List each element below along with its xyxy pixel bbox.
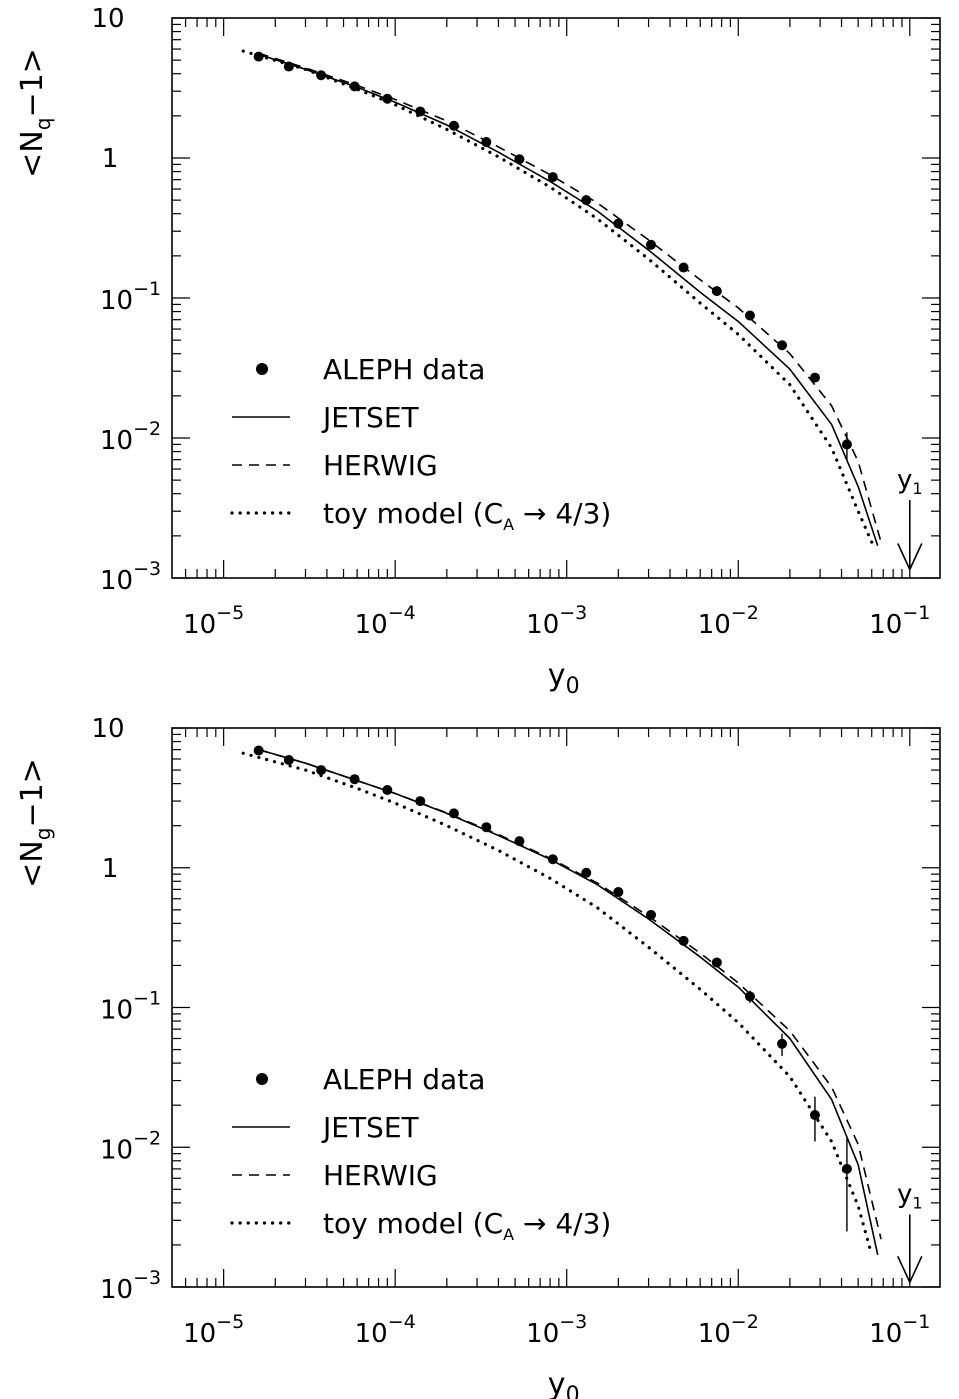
x-tick-label: 10−5 [183, 602, 244, 640]
chart-panel-b: 10−5 10−4 10−3 10−2 10−1 10 1 10−1 10−2 10−3 y0 <Ng… [15, 714, 941, 1399]
legend-label: HERWIG [323, 1159, 438, 1192]
y-tick-label: 10−2 [100, 418, 161, 456]
series-line-solid [258, 53, 879, 546]
data-point [744, 310, 755, 321]
data-point [283, 61, 294, 72]
x-tick-label: 10−2 [698, 1311, 759, 1349]
plot-frame [171, 17, 941, 579]
legend-label: JETSET [321, 1111, 420, 1144]
data-point [514, 836, 525, 847]
data-point [253, 745, 264, 756]
y-tick-label: 10 [91, 714, 124, 744]
data-point [841, 1163, 852, 1174]
y1-arrow-label: y1 [897, 1180, 923, 1213]
data-point [448, 808, 459, 819]
data-point [777, 1038, 788, 1049]
legend-label: toy model (CA → 4/3) [323, 1207, 611, 1244]
y-tick-label: 10−1 [100, 988, 161, 1026]
series-line-solid [258, 748, 879, 1255]
data-point [448, 120, 459, 131]
y-axis-label: <Ng−1> [15, 758, 55, 888]
series-line-dotted [241, 751, 874, 1257]
data-point [711, 957, 722, 968]
y-tick-label: 1 [102, 854, 119, 884]
data-point [777, 340, 788, 351]
legend-label: ALEPH data [323, 353, 485, 386]
legend-label: JETSET [321, 401, 420, 434]
legend-symbol-points [256, 1073, 268, 1085]
data-point [349, 774, 360, 785]
x-tick-label: 10−4 [355, 1311, 416, 1349]
data-point [711, 286, 722, 297]
data-point [809, 1110, 820, 1121]
x-axis-label: y0 [548, 1367, 580, 1399]
data-point [382, 785, 393, 796]
data-point [415, 796, 426, 807]
data-point [678, 935, 689, 946]
data-point [514, 154, 525, 165]
down-arrow-icon [897, 1255, 923, 1285]
x-tick-label: 10−1 [869, 1311, 930, 1349]
data-point [809, 372, 820, 383]
data-point [382, 93, 393, 104]
data-point [744, 991, 755, 1002]
legend-label: ALEPH data [323, 1063, 485, 1096]
chart-panel-a: 10−5 10−4 10−3 10−2 10−1 10 1 10−1 10−2 10−3 y0 <Nq… [15, 4, 941, 699]
data-point [253, 51, 264, 62]
data-point [547, 172, 558, 183]
y-tick-label: 10−2 [100, 1127, 161, 1165]
data-point [316, 70, 327, 81]
data-point [646, 909, 657, 920]
data-point [547, 854, 558, 865]
data-point [678, 262, 689, 273]
data-point [841, 439, 852, 450]
y1-arrow-label: y1 [897, 465, 923, 498]
data-point [349, 81, 360, 92]
series-line-dashed [258, 748, 882, 1240]
data-point [613, 887, 624, 898]
plot-frame [171, 727, 941, 1288]
y-tick-label: 10−3 [100, 1267, 161, 1305]
y-tick-label: 10−1 [100, 278, 161, 316]
x-tick-label: 10−5 [183, 1311, 244, 1349]
y-tick-label: 1 [102, 144, 119, 174]
x-tick-label: 10−3 [526, 1311, 587, 1349]
x-tick-label: 10−2 [698, 602, 759, 640]
data-point [415, 106, 426, 117]
data-point [283, 755, 294, 766]
x-tick-label: 10−1 [869, 602, 930, 640]
data-point [613, 218, 624, 229]
legend-symbol-points [256, 363, 268, 375]
legend-label: HERWIG [323, 449, 438, 482]
data-point [646, 239, 657, 250]
data-point [581, 867, 592, 878]
y-tick-label: 10−3 [100, 558, 161, 596]
data-point [316, 765, 327, 776]
y-tick-label: 10 [91, 4, 124, 34]
x-tick-label: 10−3 [526, 602, 587, 640]
down-arrow-icon [897, 543, 923, 572]
data-point [581, 195, 592, 206]
y-axis-label: <Nq−1> [15, 48, 55, 178]
legend-label: toy model (CA → 4/3) [323, 497, 611, 534]
x-axis-label: y0 [548, 658, 580, 699]
x-tick-label: 10−4 [355, 602, 416, 640]
data-point [481, 137, 492, 148]
data-point [481, 822, 492, 833]
